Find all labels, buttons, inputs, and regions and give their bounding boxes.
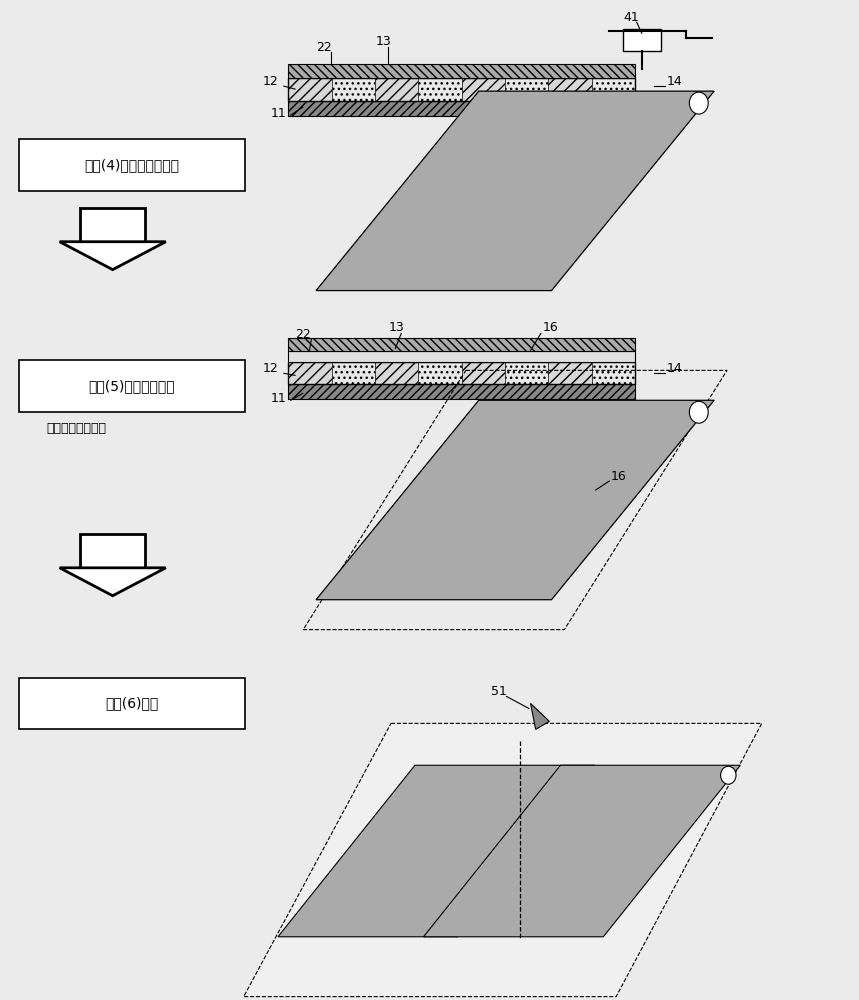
Text: 16: 16 [543,321,558,334]
Polygon shape [332,362,375,384]
Polygon shape [338,419,693,581]
Polygon shape [592,78,635,101]
FancyBboxPatch shape [623,29,661,51]
Text: 加热贴合（常压）: 加热贴合（常压） [46,422,107,435]
Circle shape [690,92,708,114]
Text: 22: 22 [295,328,311,341]
Circle shape [575,766,590,784]
Polygon shape [327,101,703,281]
Polygon shape [289,78,332,101]
Text: 41: 41 [623,11,639,24]
Text: 16: 16 [611,470,627,483]
Text: 12: 12 [263,75,278,88]
Polygon shape [375,78,418,101]
Polygon shape [80,208,145,242]
Polygon shape [303,788,570,914]
FancyBboxPatch shape [19,360,246,412]
Polygon shape [338,110,693,272]
Polygon shape [288,774,585,928]
Text: 工序(6)裁切: 工序(6)裁切 [106,696,159,710]
Polygon shape [505,78,548,101]
Text: 13: 13 [375,35,392,48]
Polygon shape [449,788,715,914]
Polygon shape [327,410,703,590]
Polygon shape [289,384,635,399]
Text: 14: 14 [667,362,682,375]
Polygon shape [289,362,332,384]
FancyBboxPatch shape [19,678,246,729]
Polygon shape [316,91,714,291]
Polygon shape [418,78,461,101]
Polygon shape [347,119,683,263]
Polygon shape [316,400,714,600]
Polygon shape [531,703,550,729]
Polygon shape [59,568,166,596]
Polygon shape [592,362,635,384]
Polygon shape [289,351,635,362]
Text: 13: 13 [388,321,404,334]
Polygon shape [505,362,548,384]
Polygon shape [289,101,635,116]
Text: 51: 51 [491,685,507,698]
Text: 工序(4)导电性糊的涂布: 工序(4)导电性糊的涂布 [84,158,180,172]
Polygon shape [461,362,505,384]
Polygon shape [434,774,730,928]
Text: 工序(5)上下基材贴合: 工序(5)上下基材贴合 [88,379,175,393]
Text: 11: 11 [271,107,287,120]
Text: 11: 11 [271,392,287,405]
Polygon shape [295,781,577,921]
Polygon shape [289,338,635,351]
Polygon shape [59,242,166,270]
Polygon shape [80,534,145,568]
Polygon shape [332,78,375,101]
Text: 22: 22 [316,41,332,54]
Polygon shape [418,362,461,384]
Polygon shape [461,78,505,101]
Text: 12: 12 [263,362,278,375]
Text: 14: 14 [667,75,682,88]
Polygon shape [289,64,635,78]
FancyBboxPatch shape [19,139,246,191]
Circle shape [721,766,736,784]
Polygon shape [442,781,722,921]
Polygon shape [375,362,418,384]
Polygon shape [347,428,683,572]
Circle shape [690,401,708,423]
Polygon shape [423,765,740,937]
Polygon shape [548,78,592,101]
Polygon shape [244,723,762,997]
Polygon shape [548,362,592,384]
Polygon shape [278,765,594,937]
